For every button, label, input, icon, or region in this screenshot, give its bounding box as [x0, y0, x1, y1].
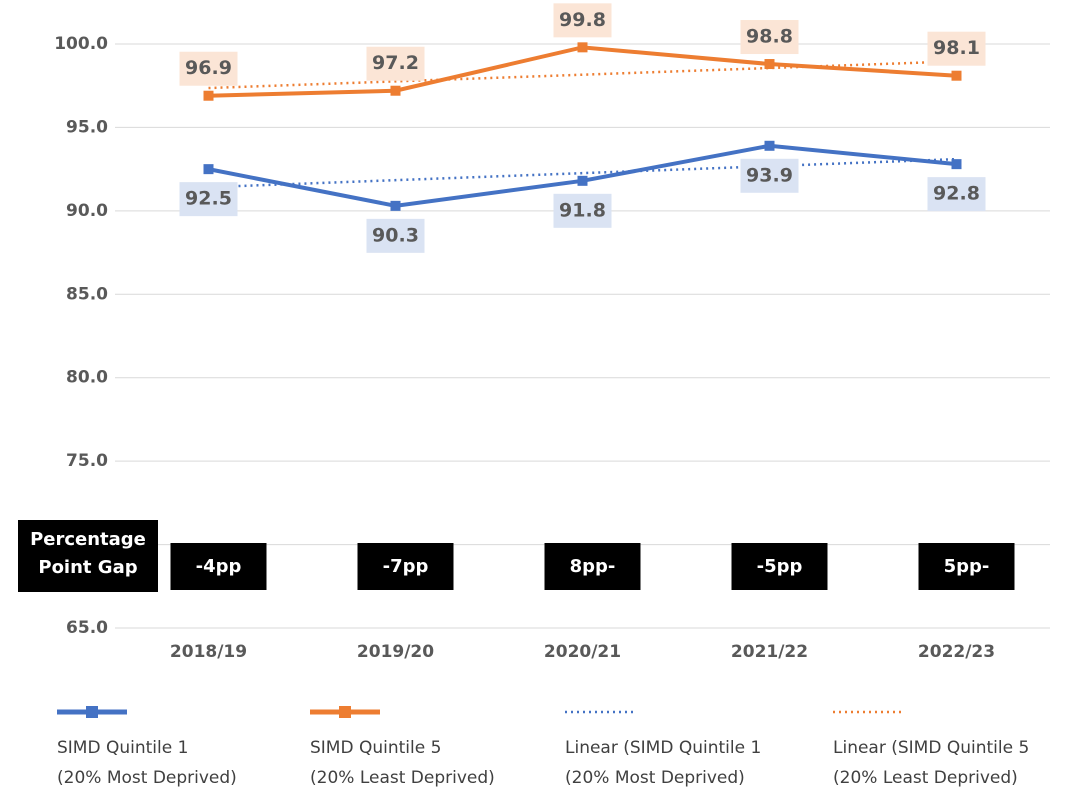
data-label-bg	[553, 193, 612, 228]
marker	[577, 175, 588, 186]
gap-label: -5pp	[757, 556, 803, 577]
legend-marker	[86, 706, 98, 718]
legend-label: Linear (SIMD Quintile 5 (20% Least Depriv…	[833, 738, 1029, 788]
data-label-bg	[179, 182, 238, 217]
marker	[390, 200, 401, 211]
data-label: 96.9	[185, 57, 232, 79]
gap-box	[918, 543, 1015, 590]
data-label-group: 97.2	[366, 46, 425, 81]
gap-label: 8pp-	[570, 556, 616, 577]
data-label-bg	[366, 218, 425, 253]
data-label: 99.8	[559, 9, 606, 31]
data-label-group: 93.9	[740, 158, 799, 193]
gap-box	[544, 543, 641, 590]
gap-box	[357, 543, 454, 590]
data-label-group: 98.1	[927, 31, 986, 66]
legend-label: SIMD Quintile 5 (20% Least Deprived)	[310, 738, 495, 788]
y-tick-label: 95.0	[66, 117, 108, 137]
data-label: 92.5	[185, 188, 232, 210]
data-label-bg	[740, 158, 799, 193]
x-tick-label: 2020/21	[544, 642, 621, 662]
gap-label: -7pp	[383, 556, 429, 577]
marker	[764, 59, 775, 70]
data-label: 93.9	[746, 164, 793, 186]
marker	[203, 164, 214, 175]
marker	[951, 159, 962, 170]
gap-label: -4pp	[196, 556, 242, 577]
y-tick-label: 85.0	[66, 284, 108, 304]
data-label-group: 99.8	[553, 3, 612, 38]
x-tick-label: 2018/19	[170, 642, 247, 662]
data-label: 97.2	[372, 52, 419, 74]
legend-marker	[339, 706, 351, 718]
data-label: 92.8	[933, 183, 980, 205]
data-label-bg	[179, 51, 238, 86]
data-label-group: 92.5	[179, 182, 238, 217]
marker	[764, 140, 775, 151]
marker	[951, 70, 962, 81]
legend-label: SIMD Quintile 1 (20% Most Deprived)	[57, 738, 237, 788]
y-tick-label: 75.0	[66, 451, 108, 471]
data-label-bg	[366, 46, 425, 81]
data-label: 98.1	[933, 37, 980, 59]
gap-box	[731, 543, 828, 590]
x-tick-label: 2021/22	[731, 642, 808, 662]
data-label-bg	[927, 31, 986, 66]
y-tick-label: 65.0	[66, 618, 108, 638]
y-tick-label: 90.0	[66, 201, 108, 221]
data-label: 98.8	[746, 26, 793, 48]
data-label-group: 90.3	[366, 218, 425, 253]
x-tick-label: 2019/20	[357, 642, 434, 662]
gap-label: 5pp-	[944, 556, 990, 577]
data-label: 90.3	[372, 224, 419, 246]
x-tick-label: 2022/23	[918, 642, 995, 662]
data-label-group: 96.9	[179, 51, 238, 86]
data-label-group: 92.8	[927, 177, 986, 212]
marker	[203, 90, 214, 101]
gap-title: Percentage Point Gap	[30, 529, 146, 578]
data-label-bg	[740, 20, 799, 55]
gap-title-box	[18, 520, 158, 592]
data-label-group: 91.8	[553, 193, 612, 228]
gap-box	[170, 543, 267, 590]
legend-label: Linear (SIMD Quintile 1 (20% Most Deprive…	[565, 738, 761, 788]
y-tick-label: 80.0	[66, 368, 108, 388]
data-label-bg	[927, 177, 986, 212]
data-label-group: 98.8	[740, 20, 799, 55]
series-line	[208, 45, 957, 98]
marker	[577, 42, 588, 53]
y-tick-label: 100.0	[54, 34, 108, 54]
marker	[390, 85, 401, 96]
data-label-bg	[553, 3, 612, 38]
data-label: 91.8	[559, 199, 606, 221]
trend-line	[208, 60, 957, 90]
